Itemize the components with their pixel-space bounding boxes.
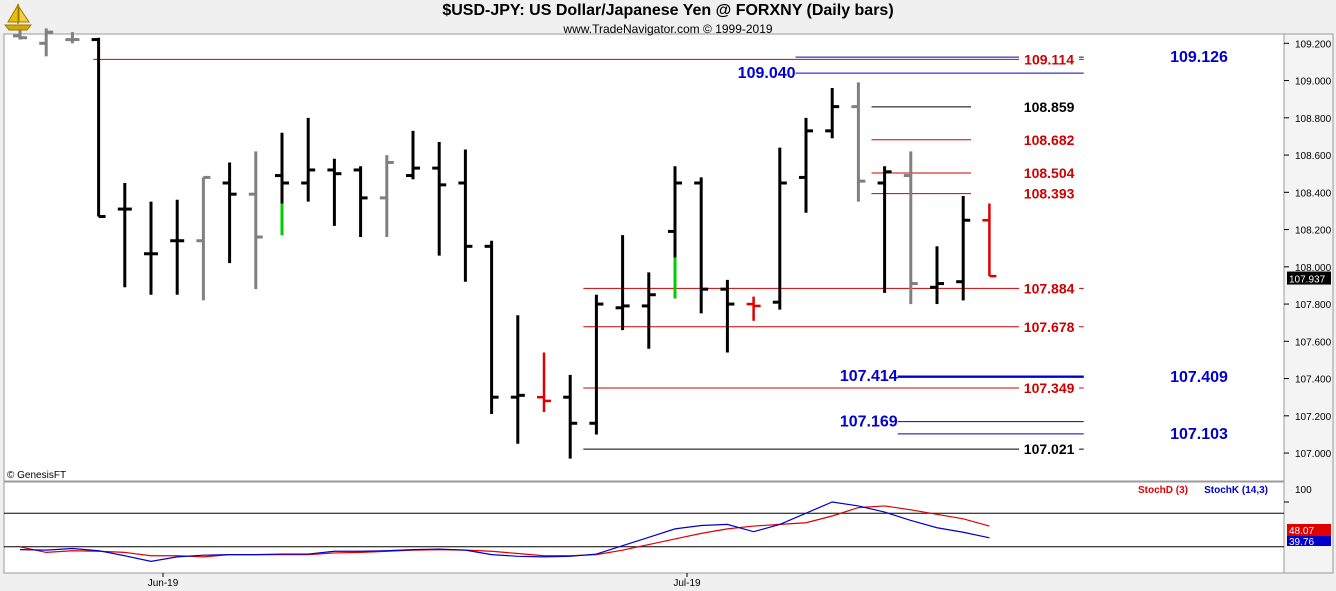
y-tick-label: 108.200 bbox=[1295, 226, 1332, 237]
y-axis-panel bbox=[1283, 33, 1334, 574]
stochk-value-box bbox=[1287, 536, 1331, 546]
stoch-tick-label: 100 bbox=[1295, 485, 1312, 496]
last-price-box bbox=[1287, 271, 1331, 285]
y-tick-label: 108.600 bbox=[1295, 151, 1332, 162]
stochd-value-label: 48.07 bbox=[1289, 526, 1314, 537]
chart-subtitle: www.TradeNavigator.com © 1999-2019 bbox=[563, 22, 773, 36]
stochd-value-box bbox=[1287, 524, 1331, 536]
price-panel bbox=[3, 33, 1285, 482]
level-label: 107.884 bbox=[1024, 280, 1075, 296]
level-label-bg bbox=[1019, 441, 1080, 458]
stoch-series-line bbox=[19, 505, 990, 558]
y-tick-label: 108.000 bbox=[1295, 263, 1332, 274]
level-label: 108.393 bbox=[1024, 186, 1075, 202]
level-label-bg bbox=[1169, 368, 1229, 385]
level-label: 107.349 bbox=[1024, 380, 1075, 396]
x-tick-label: Jul-19 bbox=[673, 578, 701, 589]
level-label: 107.021 bbox=[1024, 441, 1075, 457]
level-label: 108.504 bbox=[1024, 165, 1075, 181]
y-tick-label: 109.200 bbox=[1295, 39, 1332, 50]
level-label-bg bbox=[1019, 185, 1080, 202]
level-label: 107.103 bbox=[1170, 426, 1228, 443]
level-label: 108.682 bbox=[1024, 132, 1075, 148]
level-label: 107.414 bbox=[840, 368, 898, 385]
level-label: 109.126 bbox=[1170, 49, 1228, 66]
level-label: 107.169 bbox=[840, 414, 898, 431]
level-label-bg bbox=[1019, 318, 1080, 335]
level-label-bg bbox=[1169, 425, 1229, 442]
watermark-text: © GenesisFT bbox=[7, 470, 66, 481]
y-tick-label: 107.000 bbox=[1295, 449, 1332, 460]
level-label: 109.114 bbox=[1024, 51, 1074, 67]
level-label-bg bbox=[1019, 98, 1080, 115]
stochastic-panel bbox=[3, 481, 1285, 574]
level-label: 109.040 bbox=[738, 65, 796, 82]
legend-stochk: StochK (14,3) bbox=[1204, 485, 1268, 496]
stoch-series-line bbox=[19, 501, 990, 562]
level-label: 107.409 bbox=[1170, 369, 1228, 386]
legend-stochd: StochD (3) bbox=[1138, 485, 1188, 496]
level-label-bg bbox=[1169, 49, 1229, 66]
chart-title: $USD-JPY: US Dollar/Japanese Yen @ FORXN… bbox=[442, 2, 894, 19]
y-tick-label: 107.800 bbox=[1295, 300, 1332, 311]
y-tick-label: 107.600 bbox=[1295, 337, 1332, 348]
y-tick-label: 107.400 bbox=[1295, 375, 1332, 386]
y-tick-label: 107.200 bbox=[1295, 412, 1332, 423]
level-label: 108.859 bbox=[1024, 99, 1075, 115]
last-price-label: 107.937 bbox=[1289, 275, 1326, 286]
y-tick-label: 109.000 bbox=[1295, 77, 1332, 88]
sailboat-logo-icon bbox=[3, 3, 33, 31]
level-label-bg bbox=[1019, 131, 1080, 148]
level-label-bg bbox=[1019, 164, 1080, 181]
level-label-bg bbox=[1019, 380, 1080, 397]
x-tick-label: Jun-19 bbox=[148, 578, 179, 589]
level-label: 107.678 bbox=[1024, 319, 1075, 335]
level-label-bg bbox=[1019, 280, 1080, 297]
stochk-value-label: 39.76 bbox=[1289, 537, 1314, 548]
y-tick-label: 108.800 bbox=[1295, 114, 1332, 125]
y-tick-label: 108.400 bbox=[1295, 188, 1332, 199]
level-label-bg bbox=[1019, 51, 1080, 68]
